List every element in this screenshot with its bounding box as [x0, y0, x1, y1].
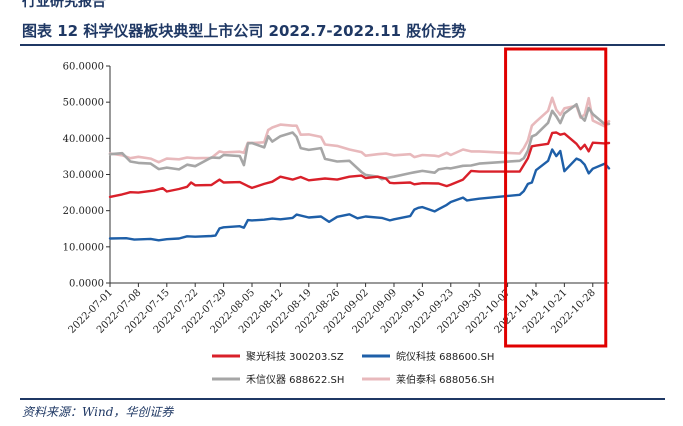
series-line-2	[108, 148, 611, 242]
series-line-4	[108, 96, 611, 164]
y-tick-label: 10.0000	[63, 242, 104, 253]
source-rule	[20, 398, 665, 400]
series-line-3	[108, 103, 611, 181]
y-tick-label: 20.0000	[63, 206, 104, 217]
y-tick-label: 30.0000	[63, 170, 104, 181]
y-tick-label: 60.0000	[63, 62, 104, 73]
y-tick-label: 0.0000	[69, 279, 104, 290]
highlight-box	[504, 47, 608, 348]
y-tick-label: 40.0000	[63, 134, 104, 145]
title-rule	[20, 44, 665, 46]
legend-label-2: 皖仪科技 688600.SH	[396, 350, 494, 363]
cropped-header-text: 行业研究报告	[0, 0, 683, 8]
legend-label-4: 莱伯泰科 688056.SH	[396, 373, 494, 386]
chart-axes: 0.0000 10.0000 20.0000 30.0000 40.0000 50.000…	[63, 62, 609, 336]
figure-title: 图表 12 科学仪器板块典型上市公司 2022.7-2022.11 股价走势	[22, 22, 467, 40]
legend-label-3: 禾信仪器 688622.SH	[246, 374, 344, 386]
chart-legend: 聚光科技 300203.SZ 皖仪科技 688600.SH 禾信仪器 688622.…	[212, 350, 494, 386]
y-tick-label: 50.0000	[63, 98, 104, 109]
cropped-header-label: 行业研究报告	[22, 0, 106, 8]
legend-label-1: 聚光科技 300203.SZ	[246, 350, 344, 363]
figure-source: 资料来源：Wind，华创证券	[22, 405, 174, 419]
series-line-1	[108, 131, 611, 199]
highlight-layer	[504, 47, 608, 348]
series-layer	[108, 96, 611, 242]
